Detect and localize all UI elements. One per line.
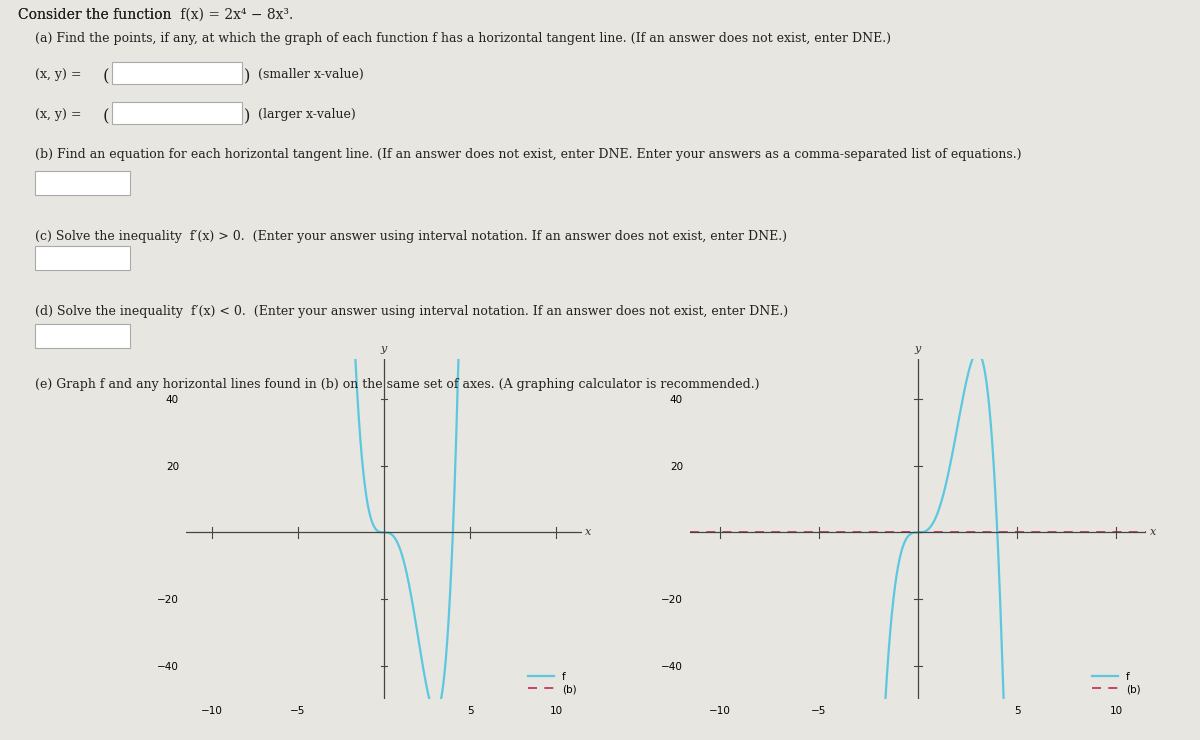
Legend: f, (b): f, (b) <box>1092 672 1141 694</box>
FancyBboxPatch shape <box>35 246 130 270</box>
FancyBboxPatch shape <box>35 324 130 348</box>
Text: (x, y) =: (x, y) = <box>35 68 85 81</box>
Text: (larger x-value): (larger x-value) <box>258 108 355 121</box>
Text: x: x <box>586 528 592 537</box>
Text: ): ) <box>244 108 251 125</box>
Text: x: x <box>1150 528 1157 537</box>
FancyBboxPatch shape <box>35 171 130 195</box>
Legend: f, (b): f, (b) <box>528 672 577 694</box>
Text: (c) Solve the inequality  f′(x) > 0.  (Enter your answer using interval notation: (c) Solve the inequality f′(x) > 0. (Ent… <box>35 230 787 243</box>
FancyBboxPatch shape <box>112 102 242 124</box>
Text: (d) Solve the inequality  f′(x) < 0.  (Enter your answer using interval notation: (d) Solve the inequality f′(x) < 0. (Ent… <box>35 305 788 318</box>
Text: ): ) <box>244 68 251 85</box>
Text: (e) Graph f and any horizontal lines found in (b) on the same set of axes. (A gr: (e) Graph f and any horizontal lines fou… <box>35 378 760 391</box>
Text: y: y <box>914 344 922 354</box>
Text: (a) Find the points, if any, at which the graph of each function f has a horizon: (a) Find the points, if any, at which th… <box>35 32 890 45</box>
Text: (smaller x-value): (smaller x-value) <box>258 68 364 81</box>
Text: (b) Find an equation for each horizontal tangent line. (If an answer does not ex: (b) Find an equation for each horizontal… <box>35 148 1021 161</box>
Text: Consider the function  f(x) = 2x⁴ − 8x³.: Consider the function f(x) = 2x⁴ − 8x³. <box>18 8 293 22</box>
Text: y: y <box>380 344 388 354</box>
Text: (x, y) =: (x, y) = <box>35 108 85 121</box>
FancyBboxPatch shape <box>112 62 242 84</box>
Text: Consider the function: Consider the function <box>18 8 176 22</box>
Text: (: ( <box>103 108 109 125</box>
Text: (: ( <box>103 68 109 85</box>
